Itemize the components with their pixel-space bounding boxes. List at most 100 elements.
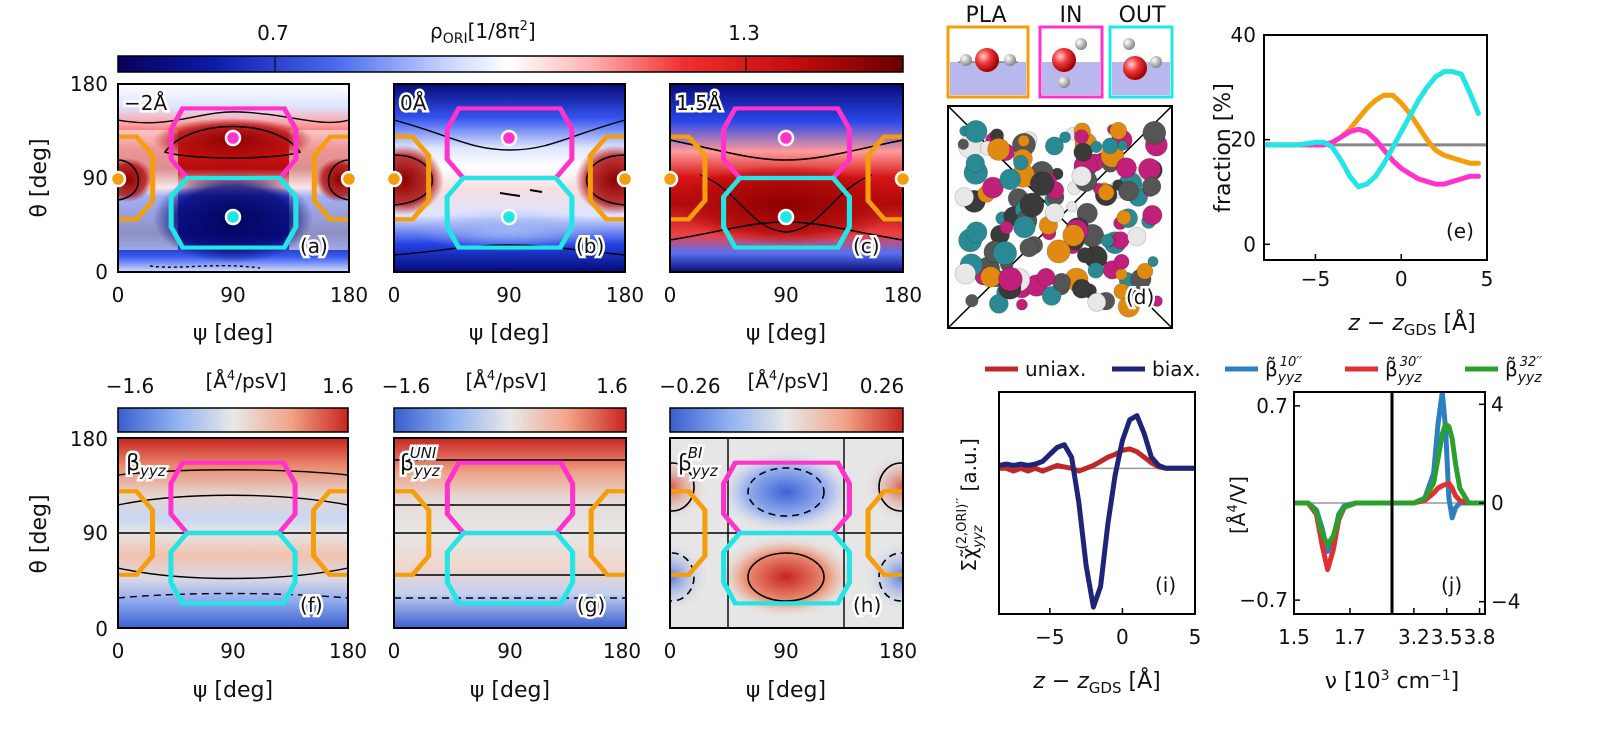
legend-uniax-label: uniax.	[1025, 357, 1086, 381]
out-center-marker	[224, 208, 242, 226]
depth-label-c: 1.5Å	[676, 91, 722, 115]
cb-g-max: 1.6	[596, 374, 628, 398]
x-tick-label: −5	[1301, 267, 1330, 291]
beta-map-panel-h: βyyzBI (h)	[669, 437, 904, 629]
cb-h-max: 0.26	[860, 374, 905, 398]
x-tick-a-180: 180	[330, 283, 368, 307]
molecule-atom	[1113, 253, 1130, 270]
molecule-atom	[1117, 140, 1128, 151]
y-tick-label-right: 4	[1491, 392, 1504, 416]
series-line-out	[1264, 69, 1481, 190]
panel-label-i: (i)	[1155, 573, 1176, 597]
panel-label-a: (a)	[300, 234, 328, 258]
beta-label-g-sub: yyz	[413, 462, 441, 480]
x-label-j-close: ]	[1451, 669, 1460, 694]
molecule-atom	[1101, 137, 1119, 155]
molecule-atom	[957, 138, 969, 150]
pla-center-marker-left	[661, 170, 679, 188]
x-axis-label-i: z − zGDS [Å]	[1032, 667, 1160, 697]
x-tick-g-180: 180	[603, 639, 641, 663]
water-h-atom	[1123, 38, 1135, 50]
y-tick-label-right: 0	[1491, 491, 1504, 515]
series-line-uniax	[999, 446, 1195, 474]
molecule-atom	[1013, 215, 1036, 239]
legend-in-box	[1038, 25, 1104, 99]
panel-label-c: (c)	[853, 234, 880, 258]
cb-h-unit-pre: [Å	[747, 369, 769, 393]
x-axis-label-b: ψ [deg]	[469, 321, 549, 346]
y-tick-180: 180	[70, 72, 108, 96]
x-tick-g-90: 90	[497, 639, 522, 663]
x-tick-b-90: 90	[496, 283, 521, 307]
molecule-atom	[1113, 283, 1131, 300]
spectra-plot-j: 1.5 1.7 3.2 3.5 3.80.7−0.740−4 [Å4/V] ν [103…	[1226, 391, 1520, 694]
legend-b32-main: β̃	[1505, 356, 1518, 381]
x-tick-label: 0	[1116, 625, 1129, 649]
spectra-axis-ticks: 1.5 1.7 3.2 3.5 3.8 0.7 −0.7 4 0 −4	[1239, 392, 1520, 649]
x-tick-label: 3.2	[1398, 625, 1430, 649]
molecule-atom	[965, 294, 979, 308]
molecule-atom	[1097, 184, 1115, 201]
cb-g-unit-post: /psV]	[495, 369, 546, 393]
legend-out-box	[1108, 25, 1174, 99]
fraction-plot-e: −5 0 5 0 20 40 fraction [%] z − zGDS [Å] (e)	[1211, 23, 1493, 339]
y-label-i-unit: [a.u.]	[957, 438, 981, 498]
molecule-atom	[988, 293, 1009, 314]
y-label-j-pre: [Å	[1226, 512, 1250, 534]
molecule-atom	[1062, 224, 1085, 247]
molecule-atom	[1118, 180, 1139, 202]
colorbar-title-close: ]	[528, 19, 536, 43]
beta-label-h-sup: BI	[688, 444, 703, 462]
x-label-j-sup: 3	[1381, 668, 1390, 684]
molecule-atom	[1066, 201, 1078, 213]
molecule-atom	[982, 176, 1004, 199]
x-axis-label-i-unit: [Å]	[1122, 667, 1161, 694]
beta-colorbar-g: −1.6 1.6 [Å4/psV]	[382, 369, 628, 433]
in-center-marker	[777, 129, 795, 147]
x-axis-label-e: z − zGDS [Å]	[1347, 309, 1475, 339]
spectra-right-series-group	[1392, 392, 1485, 521]
x-tick-label: 3.8	[1464, 625, 1496, 649]
cb-f-max: 1.6	[322, 374, 354, 398]
y-label-i-sup: (2,ORI)′′	[955, 498, 970, 550]
molecule-atom	[1073, 142, 1093, 162]
pla-center-marker-left	[385, 170, 403, 188]
x-label-j-sup2: −1	[1430, 668, 1451, 684]
molecule-atom	[1041, 286, 1062, 306]
y-label-j-end: /V]	[1226, 476, 1250, 504]
panel-label-d: (d)	[1126, 285, 1154, 309]
y-tick-0-bottom: 0	[95, 617, 108, 641]
top-row-axes: 180 90 0 θ [deg] 0 90 180 ψ [deg] 0 90 1…	[27, 72, 922, 346]
molecule-atom	[965, 221, 988, 244]
beta-colorbar-h: −0.26 0.26 [Å4/psV]	[659, 369, 905, 433]
x-tick-label: 1.5	[1278, 625, 1310, 649]
beta-map-panel-g: βyyzUNI (g)	[393, 437, 627, 629]
x-axis-label-e-sub: GDS	[1404, 321, 1437, 339]
molecule-atom	[1100, 233, 1115, 248]
x-tick-f-0: 0	[112, 639, 125, 663]
depth-label-a: −2Å	[124, 91, 167, 115]
y-tick-label-left: −0.7	[1239, 588, 1288, 612]
x-label-j-unit: cm	[1390, 669, 1431, 694]
y-axis-label-top: θ [deg]	[27, 138, 52, 217]
x-axis-label-f: ψ [deg]	[193, 678, 273, 703]
legend-b30-main: β̃	[1385, 356, 1398, 381]
y-axis-label-j: [Å4/V]	[1226, 476, 1250, 534]
molecule-atom	[1127, 227, 1147, 247]
series-line-in	[1264, 126, 1481, 187]
molecule-atom	[980, 266, 1002, 288]
x-tick-b-180: 180	[606, 283, 644, 307]
x-tick-label: 5	[1189, 625, 1202, 649]
spectra-legend: uniax. biax. β̃yyz10′′ β̃yyz30′′ β̃yyz32…	[985, 355, 1542, 386]
legend-out-label: OUT	[1119, 3, 1166, 28]
molecule-atom	[1142, 205, 1163, 226]
molecule-atom	[1071, 166, 1092, 187]
molecule-atom	[1016, 298, 1028, 311]
molecule-atom	[1045, 136, 1064, 156]
colorbar-title-sub: ORI	[443, 31, 468, 47]
out-center-marker	[500, 208, 518, 226]
x-tick-h-180: 180	[879, 639, 917, 663]
molecule-atom	[1019, 192, 1045, 218]
beta-label-h: βyyzBI	[678, 444, 719, 480]
x-tick-h-90: 90	[773, 639, 798, 663]
